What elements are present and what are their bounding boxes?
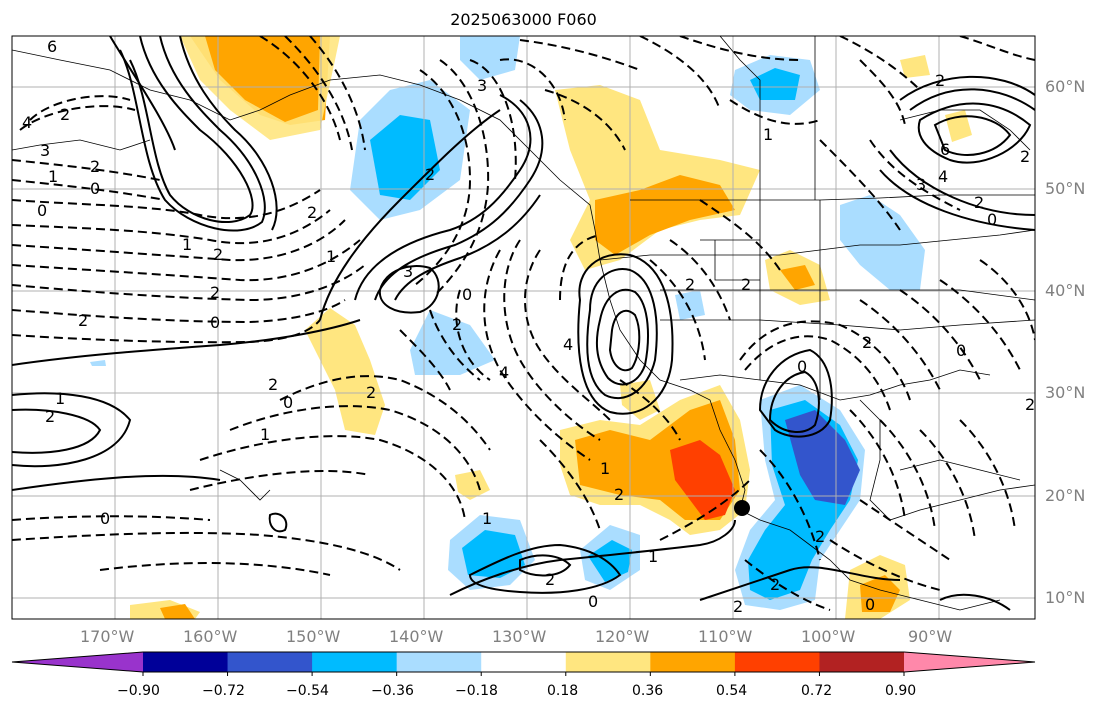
contour-label: 0 bbox=[37, 201, 47, 220]
contour-label: 3 bbox=[40, 141, 50, 160]
contour-label: 2 bbox=[90, 157, 100, 176]
coastlines bbox=[12, 36, 1035, 611]
colorbar-segment bbox=[396, 652, 482, 672]
contour-label: 0 bbox=[90, 179, 100, 198]
contour-label: 3 bbox=[477, 76, 487, 95]
contour-label: 0 bbox=[283, 393, 293, 412]
contour-label: 2 bbox=[60, 105, 70, 124]
contour-label: 6 bbox=[47, 37, 57, 56]
contour-label: 2 bbox=[741, 275, 751, 294]
contour-label: 2 bbox=[78, 311, 88, 330]
contour-label: 4 bbox=[563, 335, 573, 354]
lon-tick-label: 130°W bbox=[492, 627, 547, 646]
lon-tick-label: 110°W bbox=[698, 627, 753, 646]
contour-label: 2 bbox=[268, 375, 278, 394]
colorbar-segment bbox=[227, 652, 313, 672]
colorbar-extend-left bbox=[12, 652, 143, 672]
colorbar-label: 0.18 bbox=[547, 683, 579, 699]
lon-tick-label: 160°W bbox=[183, 627, 238, 646]
contour-label: 4 bbox=[499, 363, 509, 382]
contour-label: 2 bbox=[307, 203, 317, 222]
lat-tick-label: 60°N bbox=[1045, 77, 1086, 96]
colorbar-label: −0.90 bbox=[117, 683, 160, 699]
contour-label: 2 bbox=[366, 383, 376, 402]
colorbar-segment bbox=[481, 652, 567, 672]
lon-tick-label: 150°W bbox=[286, 627, 341, 646]
colorbar-label: −0.54 bbox=[286, 683, 329, 699]
location-marker bbox=[734, 500, 750, 516]
contour-label: 0 bbox=[588, 592, 598, 611]
lon-tick-label: 90°W bbox=[908, 627, 953, 646]
colorbar-segment bbox=[565, 652, 651, 672]
lat-tick-label: 20°N bbox=[1045, 486, 1086, 505]
contour-label: 2 bbox=[770, 575, 780, 594]
contour-label: 0 bbox=[100, 509, 110, 528]
lat-tick-label: 30°N bbox=[1045, 383, 1086, 402]
contour-label: 4 bbox=[938, 167, 948, 186]
contour-label: 1 bbox=[260, 425, 270, 444]
lon-tick-label: 120°W bbox=[595, 627, 650, 646]
colorbar bbox=[11, 651, 1036, 676]
contour-label: 2 bbox=[213, 245, 223, 264]
lon-tick-label: 100°W bbox=[801, 627, 856, 646]
contour-label: 1 bbox=[763, 125, 773, 144]
colorbar-label: −0.18 bbox=[455, 683, 498, 699]
contour-label: 0 bbox=[210, 313, 220, 332]
contour-label: 2 bbox=[545, 570, 555, 589]
contour-label: 2 bbox=[685, 275, 695, 294]
lat-tick-label: 50°N bbox=[1045, 179, 1086, 198]
colorbar-label: −0.36 bbox=[371, 683, 414, 699]
gridlines bbox=[12, 36, 1035, 619]
contour-label: 1 bbox=[182, 235, 192, 254]
shaded-regions bbox=[90, 36, 972, 619]
colorbar-label: 0.54 bbox=[716, 683, 748, 699]
contour-label: 0 bbox=[987, 210, 997, 229]
contour-label: 2 bbox=[1025, 395, 1035, 414]
contour-label: 2 bbox=[733, 597, 743, 616]
lat-tick-label: 40°N bbox=[1045, 281, 1086, 300]
colorbar-segment bbox=[819, 652, 905, 672]
lat-tick-label: 10°N bbox=[1045, 588, 1086, 607]
contour-label: 4 bbox=[22, 113, 32, 132]
colorbar-label: 0.36 bbox=[632, 683, 664, 699]
colorbar-label: −0.72 bbox=[202, 683, 245, 699]
contour-label: 2 bbox=[425, 165, 435, 184]
contour-label: 1 bbox=[55, 389, 65, 408]
contour-label: 0 bbox=[797, 357, 807, 376]
colorbar-segment bbox=[734, 652, 820, 672]
map-title: 2025063000 F060 bbox=[450, 10, 597, 29]
contour-label: 3 bbox=[403, 262, 413, 281]
lon-tick-label: 170°W bbox=[80, 627, 135, 646]
lon-tick-label: 140°W bbox=[389, 627, 444, 646]
contour-label: 1 bbox=[648, 547, 658, 566]
contour-label: 2 bbox=[452, 315, 462, 334]
contour-label: 2 bbox=[614, 485, 624, 504]
contour-labels: 6 4 3 2 1 0 0 2 2 1 2 2 0 2 1 2 1 2 3 2 … bbox=[22, 37, 1035, 616]
plot-frame bbox=[11, 35, 1036, 620]
colorbar-segment bbox=[650, 652, 736, 672]
colorbar-label: 0.90 bbox=[885, 683, 917, 699]
colorbar-label: 0.72 bbox=[801, 683, 833, 699]
contour-label: 1 bbox=[48, 167, 58, 186]
colorbar-segment bbox=[143, 652, 229, 672]
colorbar-extend-right bbox=[904, 652, 1035, 672]
contour-label: 1 bbox=[326, 247, 336, 266]
contour-label: 0 bbox=[865, 595, 875, 614]
contour-label: 6 bbox=[940, 140, 950, 159]
colorbar-segment bbox=[312, 652, 398, 672]
contour-label: 1 bbox=[482, 509, 492, 528]
contour-label: 2 bbox=[815, 527, 825, 546]
contour-label: 2 bbox=[974, 193, 984, 212]
contour-label: 2 bbox=[862, 333, 872, 352]
contour-label: 2 bbox=[1020, 147, 1030, 166]
contour-label: 0 bbox=[956, 341, 966, 360]
contour-label: 3 bbox=[916, 175, 926, 194]
contours bbox=[12, 36, 1035, 611]
contour-label: 0 bbox=[462, 285, 472, 304]
contour-label: 1 bbox=[600, 459, 610, 478]
contour-label: 2 bbox=[210, 283, 220, 302]
contour-label: 2 bbox=[45, 407, 55, 426]
contour-label: 2 bbox=[935, 71, 945, 90]
